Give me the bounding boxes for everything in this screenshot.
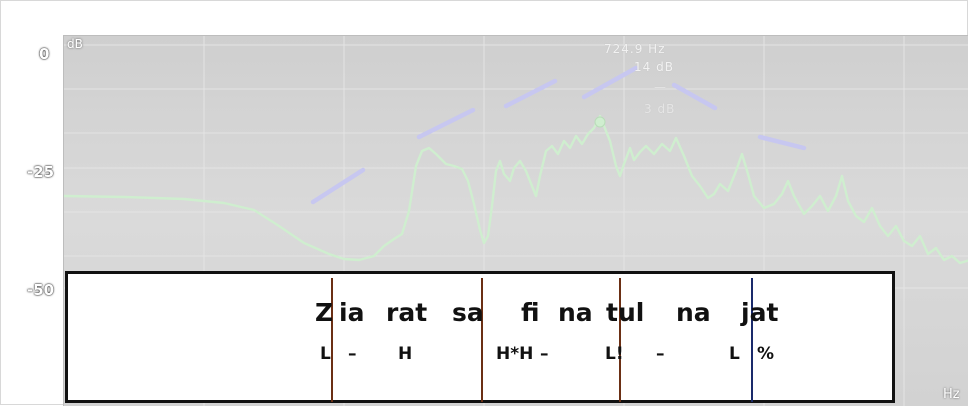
tone-l: L	[320, 344, 331, 364]
tone-dash-3: –	[656, 344, 665, 364]
pitch-mark-2	[416, 107, 476, 140]
annotation-panel: Z ia rat sa fi na tul na jat L – H H*H –…	[65, 271, 895, 403]
tone-dash-2: –	[540, 344, 549, 364]
boundary-line-final	[751, 278, 753, 402]
syllable-fi: fi	[521, 298, 540, 327]
boundary-line-3	[619, 278, 621, 402]
syllable-sa: sa	[452, 298, 484, 327]
boundary-line-1	[331, 278, 333, 402]
tone-h-star-h: H*H	[496, 344, 534, 364]
readout-frequency: 724.9 Hz	[604, 42, 666, 56]
boundary-line-2	[481, 278, 483, 402]
pitch-mark-6	[757, 134, 807, 151]
syllable-tul: tul	[606, 298, 645, 327]
readout-level: 14 dB	[634, 60, 674, 74]
db-unit-label: dB	[67, 37, 83, 51]
tone-percent: %	[757, 344, 775, 364]
y-tick-minus-25: -25	[27, 163, 55, 181]
readout-extra-2: 3 dB	[644, 102, 676, 116]
tone-dash-1: –	[348, 344, 357, 364]
syllable-jat: jat	[741, 298, 779, 327]
pitch-mark-4	[581, 65, 639, 100]
tone-l-final: L	[729, 344, 740, 364]
syllable-z: Z	[315, 298, 334, 327]
tone-h: H	[398, 344, 413, 364]
tone-l-excl: L!	[605, 344, 624, 364]
pitch-mark-3	[503, 78, 558, 109]
pitch-mark-5	[671, 82, 718, 111]
pitch-contour-marks	[310, 65, 807, 205]
y-tick-0: 0	[39, 45, 50, 63]
cursor-marker[interactable]	[594, 116, 606, 128]
spectrum-curve	[64, 114, 968, 265]
y-tick-minus-50: -50	[27, 281, 55, 299]
syllable-ia: ia	[339, 298, 365, 327]
pitch-mark-1	[310, 167, 366, 205]
readout-extra-1: —	[654, 80, 667, 94]
syllable-rat: rat	[386, 298, 428, 327]
syllable-na-2: na	[676, 298, 711, 327]
syllable-na: na	[558, 298, 593, 327]
hz-unit-label: Hz	[943, 387, 960, 402]
